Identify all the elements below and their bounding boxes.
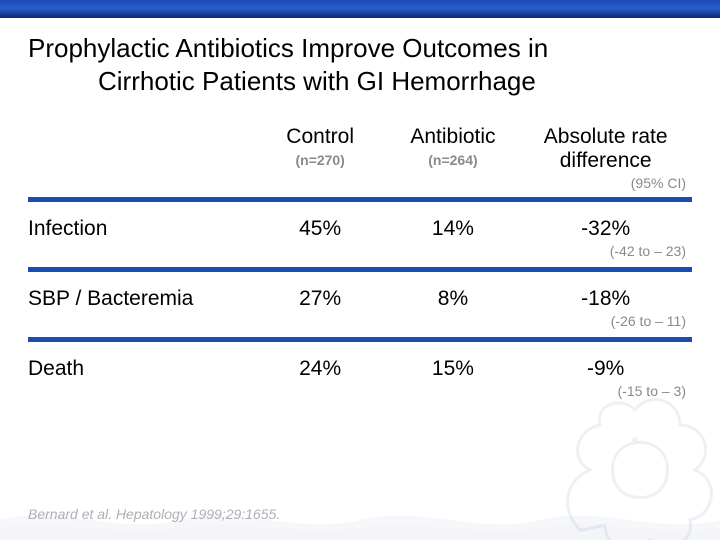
title-line-2: Cirrhotic Patients with GI Hemorrhage	[28, 66, 536, 96]
col-header-control: Control	[254, 125, 387, 152]
outcomes-table: Control Antibiotic Absolute rate differe…	[28, 125, 692, 407]
col-header-antibiotic: Antibiotic	[387, 125, 520, 152]
cell-antibiotic: 15%	[387, 343, 520, 383]
cell-diff: -32%	[519, 203, 692, 243]
cell-diff: -18%	[519, 273, 692, 313]
cell-ci: (-26 to – 11)	[519, 313, 692, 337]
title-line-1: Prophylactic Antibiotics Improve Outcome…	[28, 33, 548, 63]
ci-row: (-15 to – 3)	[28, 383, 692, 407]
col-n-control: (n=270)	[254, 152, 387, 175]
row-label: Death	[28, 343, 254, 383]
cell-diff: -9%	[519, 343, 692, 383]
table-row: Infection 45% 14% -32%	[28, 203, 692, 243]
page-title: Prophylactic Antibiotics Improve Outcome…	[28, 32, 692, 97]
cell-ci: (-42 to – 23)	[519, 243, 692, 267]
ci-row: (-26 to – 11)	[28, 313, 692, 337]
row-label: Infection	[28, 203, 254, 243]
content-area: Control Antibiotic Absolute rate differe…	[0, 107, 720, 407]
col-n-antibiotic: (n=264)	[387, 152, 520, 175]
cell-antibiotic: 14%	[387, 203, 520, 243]
cell-control: 24%	[254, 343, 387, 383]
cell-control: 45%	[254, 203, 387, 243]
col-header-absolute: Absolute rate difference	[519, 125, 692, 175]
table-row: Death 24% 15% -9%	[28, 343, 692, 383]
table-header-row: Control Antibiotic Absolute rate differe…	[28, 125, 692, 152]
ci-header-row: (95% CI)	[28, 175, 692, 197]
title-block: Prophylactic Antibiotics Improve Outcome…	[0, 18, 720, 107]
table-row: SBP / Bacteremia 27% 8% -18%	[28, 273, 692, 313]
cell-antibiotic: 8%	[387, 273, 520, 313]
ci-header-label: (95% CI)	[519, 175, 692, 197]
ci-row: (-42 to – 23)	[28, 243, 692, 267]
row-label: SBP / Bacteremia	[28, 273, 254, 313]
cell-control: 27%	[254, 273, 387, 313]
citation-text: Bernard et al. Hepatology 1999;29:1655.	[28, 506, 280, 522]
cell-ci: (-15 to – 3)	[519, 383, 692, 407]
decorative-top-bar	[0, 0, 720, 18]
